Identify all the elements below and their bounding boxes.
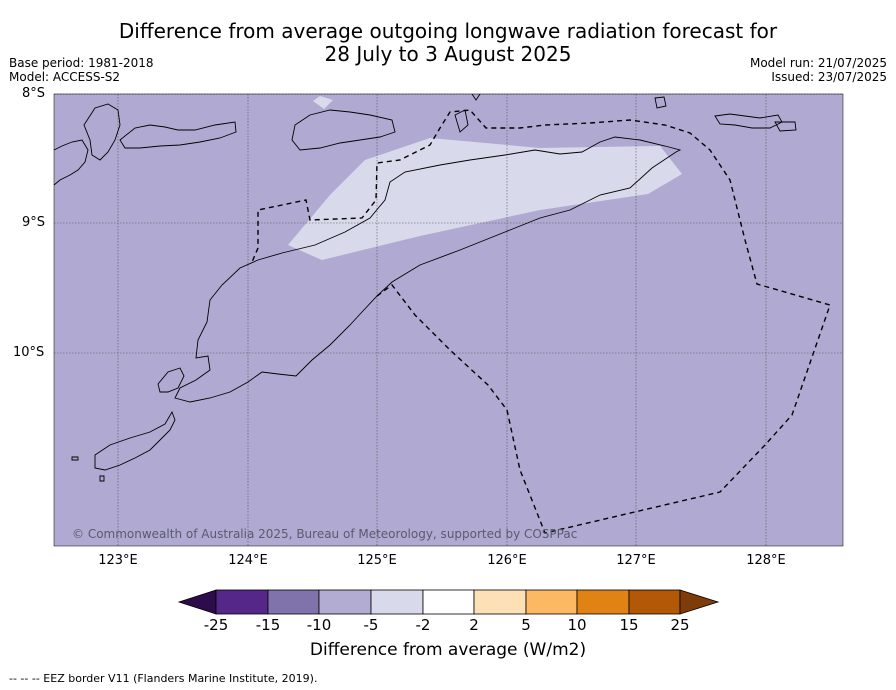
colorbar-segment-4	[370, 589, 424, 615]
colorbar-segment-2	[267, 589, 320, 615]
colorbar-tick: -5	[363, 616, 379, 634]
lat-label-8s: 8°S	[22, 86, 46, 101]
colorbar-segment-7	[525, 589, 578, 615]
coastline-timor	[174, 136, 682, 403]
colorbar-label: Difference from average (W/m2)	[309, 640, 587, 660]
copyright-text: © Commonwealth of Australia 2025, Bureau…	[72, 527, 577, 541]
map-frame	[53, 93, 844, 547]
colorbar-tick: 2	[469, 616, 479, 634]
coastline-rote	[157, 367, 185, 393]
eez-timor-leste	[251, 109, 831, 534]
anomaly-patch-small	[313, 96, 333, 109]
lat-label-9s: 9°S	[22, 215, 46, 230]
colorbar-tick: 15	[619, 616, 639, 634]
eez-border	[251, 109, 831, 534]
colorbar	[177, 589, 720, 615]
footer-eez-note: -- -- -- EEZ border V11 (Flanders Marine…	[9, 672, 318, 685]
base-period-text: Base period: 1981-2018	[9, 56, 154, 70]
colorbar-segment-5	[422, 589, 475, 615]
colorbar-tick: 10	[567, 616, 587, 634]
coastline-alor	[119, 121, 237, 149]
chart-title: Difference from average outgoing longwav…	[0, 20, 896, 66]
coastline-small-isles	[71, 93, 797, 482]
colorbar-segment-9	[628, 589, 681, 615]
title-line-1: Difference from average outgoing longwav…	[118, 19, 778, 43]
issued-text: Issued: 23/07/2025	[771, 70, 887, 84]
anomaly-band-light	[288, 138, 682, 260]
lon-label-124e: 124°E	[228, 553, 268, 568]
lon-label-125e: 125°E	[357, 553, 397, 568]
colorbar-segment-6	[473, 589, 527, 615]
colorbar-tick: -15	[255, 616, 281, 634]
colorbar-tick: -25	[203, 616, 229, 634]
meta-right: Model run: 21/07/2025 Issued: 23/07/2025	[750, 56, 887, 84]
coastlines	[53, 93, 797, 482]
model-run-text: Model run: 21/07/2025	[749, 56, 887, 70]
colorbar-segment-3	[318, 589, 372, 615]
colorbar-extend-low	[177, 589, 217, 615]
coastline-wetar	[291, 109, 396, 151]
colorbar-segment-8	[576, 589, 630, 615]
meta-left: Base period: 1981-2018 Model: ACCESS-S2	[9, 56, 154, 84]
lon-label-123e: 123°E	[98, 553, 138, 568]
coastline-pantar	[83, 103, 121, 161]
colorbar-tick: 5	[521, 616, 531, 634]
lon-label-126e: 126°E	[487, 553, 527, 568]
lon-label-127e: 127°E	[616, 553, 656, 568]
title-line-2: 28 July to 3 August 2025	[324, 42, 572, 66]
lat-label-10s: 10°S	[13, 345, 45, 360]
colorbar-segment-1	[215, 589, 269, 615]
colorbar-extend-high	[679, 589, 720, 615]
colorbar-tick: 25	[670, 616, 690, 634]
coastline-flores-east	[53, 139, 89, 186]
coastline-sawu	[94, 410, 176, 471]
colorbar-tick: -2	[415, 616, 431, 634]
colorbar-tick: -10	[306, 616, 332, 634]
model-text: Model: ACCESS-S2	[9, 70, 121, 84]
lon-label-128e: 128°E	[746, 553, 786, 568]
